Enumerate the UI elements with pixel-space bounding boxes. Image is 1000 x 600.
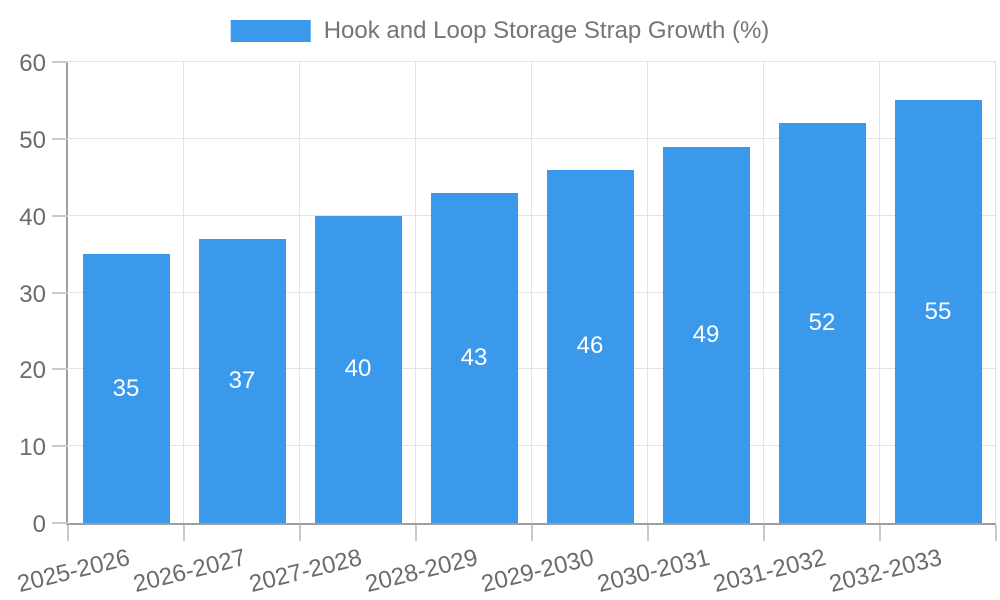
bar-value-label: 46	[576, 332, 604, 360]
gridline-horizontal	[68, 291, 996, 293]
bar-value-label: 40	[344, 355, 372, 383]
y-axis-tick-label: 20	[19, 357, 46, 385]
bar[interactable]: 35	[82, 254, 170, 523]
bar[interactable]: 40	[314, 215, 402, 523]
x-axis-tick-mark	[67, 525, 69, 541]
bar[interactable]: 49	[662, 146, 750, 523]
y-axis-tick-mark	[52, 522, 68, 524]
bar[interactable]: 37	[198, 238, 286, 523]
bar-value-label: 55	[924, 297, 952, 325]
bar[interactable]: 52	[778, 123, 866, 523]
x-axis-tick-mark	[647, 525, 649, 541]
legend-item[interactable]: Hook and Loop Storage Strap Growth (%)	[230, 17, 770, 45]
y-axis-tick-mark	[52, 61, 68, 63]
gridline-horizontal	[68, 137, 996, 139]
gridline-horizontal	[68, 368, 996, 370]
gridline-vertical	[299, 62, 300, 523]
gridline-horizontal	[68, 214, 996, 216]
y-axis-tick-mark	[52, 137, 68, 140]
x-axis-tick-mark	[879, 525, 881, 541]
gridline-vertical	[995, 62, 996, 523]
bar-value-label: 43	[460, 343, 488, 371]
y-axis-tick-mark	[52, 214, 68, 217]
plot-area-border	[66, 62, 996, 525]
x-axis-tick-mark	[531, 525, 533, 541]
gridline-vertical	[879, 62, 880, 523]
bar[interactable]: 43	[430, 192, 518, 523]
bar-value-label: 52	[808, 309, 836, 337]
x-axis-tick-mark	[995, 525, 997, 541]
y-axis-tick-label: 60	[19, 50, 46, 77]
y-axis-tick-label: 30	[19, 280, 46, 308]
bar-value-label: 35	[112, 374, 140, 402]
x-axis-tick-mark	[299, 525, 301, 541]
y-axis-tick-label: 0	[32, 511, 46, 538]
x-axis-tick-mark	[763, 525, 765, 541]
gridline-vertical	[647, 62, 648, 523]
bar[interactable]: 55	[894, 100, 982, 523]
bar[interactable]: 46	[546, 169, 634, 523]
legend-label: Hook and Loop Storage Strap Growth (%)	[323, 17, 770, 44]
y-axis-tick-label: 10	[19, 434, 46, 462]
x-axis-tick-mark	[415, 525, 417, 541]
bar-value-label: 49	[692, 320, 720, 348]
gridline-vertical	[531, 62, 532, 523]
y-axis-tick-mark	[52, 291, 68, 294]
y-axis-tick-mark	[52, 368, 68, 371]
y-axis-tick-label: 40	[19, 203, 46, 231]
gridline-vertical	[763, 62, 764, 523]
bar-value-label: 37	[228, 366, 256, 394]
gridline-horizontal	[68, 445, 996, 447]
x-axis-tick-mark	[183, 525, 185, 541]
gridline-vertical	[415, 62, 416, 523]
y-axis-tick-mark	[52, 445, 68, 448]
gridline-horizontal	[68, 61, 996, 62]
y-axis-tick-label: 50	[19, 126, 46, 154]
gridline-vertical	[183, 62, 184, 523]
legend-swatch-icon	[230, 20, 311, 42]
